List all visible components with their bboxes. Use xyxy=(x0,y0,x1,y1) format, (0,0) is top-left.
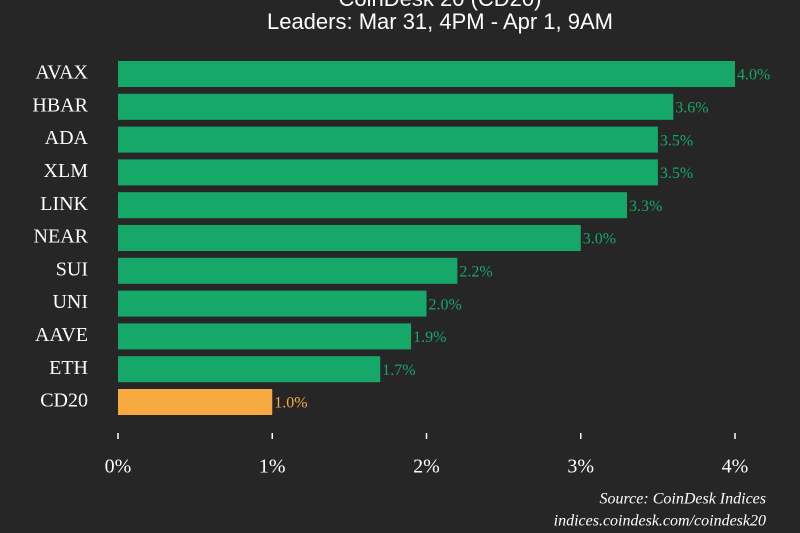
x-tick-label: 1% xyxy=(259,456,286,478)
y-tick-label: SUI xyxy=(56,258,88,280)
chart-subtitle: Leaders: Mar 31, 4PM - Apr 1, 9AM xyxy=(267,9,613,34)
bar xyxy=(118,225,581,251)
bar xyxy=(118,356,381,383)
x-tick-label: 4% xyxy=(722,456,749,478)
y-tick-label: CD20 xyxy=(40,390,88,412)
source-url: indices.coindesk.com/coindesk20 xyxy=(554,513,766,530)
value-label: 1.9% xyxy=(413,329,446,346)
chart-title: CoinDesk 20 (CD20) xyxy=(339,0,542,11)
bar xyxy=(118,93,674,120)
y-tick-label: LINK xyxy=(40,193,88,215)
y-tick-label: ADA xyxy=(45,127,89,149)
y-tick-label: HBAR xyxy=(32,94,88,116)
value-label: 2.2% xyxy=(459,263,492,280)
x-tick-label: 2% xyxy=(413,456,440,478)
source: Source: CoinDesk Indices xyxy=(600,491,766,508)
value-label: 3.5% xyxy=(660,132,693,149)
value-label: 3.3% xyxy=(629,198,662,215)
value-label: 1.0% xyxy=(274,395,307,412)
bar xyxy=(118,389,273,415)
value-label: 3.6% xyxy=(675,99,708,116)
x-tick-label: 3% xyxy=(567,456,594,478)
y-tick-label: UNI xyxy=(52,291,88,313)
bar xyxy=(118,290,427,317)
y-tick-label: ETH xyxy=(49,357,88,379)
y-tick-label: AAVE xyxy=(35,324,88,346)
bar xyxy=(118,126,658,153)
y-tick-label: NEAR xyxy=(34,226,89,248)
y-tick-label: AVAX xyxy=(35,62,88,84)
bar xyxy=(118,323,412,350)
bar xyxy=(118,257,458,284)
value-label: 2.0% xyxy=(429,296,462,313)
x-tick-label: 0% xyxy=(105,456,132,478)
bar xyxy=(118,192,628,219)
value-label: 3.5% xyxy=(660,165,693,182)
y-tick-label: XLM xyxy=(44,160,89,182)
bar xyxy=(118,61,735,87)
value-label: 1.7% xyxy=(382,362,415,379)
value-label: 3.0% xyxy=(583,231,616,248)
value-label: 4.0% xyxy=(737,67,770,84)
bar xyxy=(118,159,658,186)
